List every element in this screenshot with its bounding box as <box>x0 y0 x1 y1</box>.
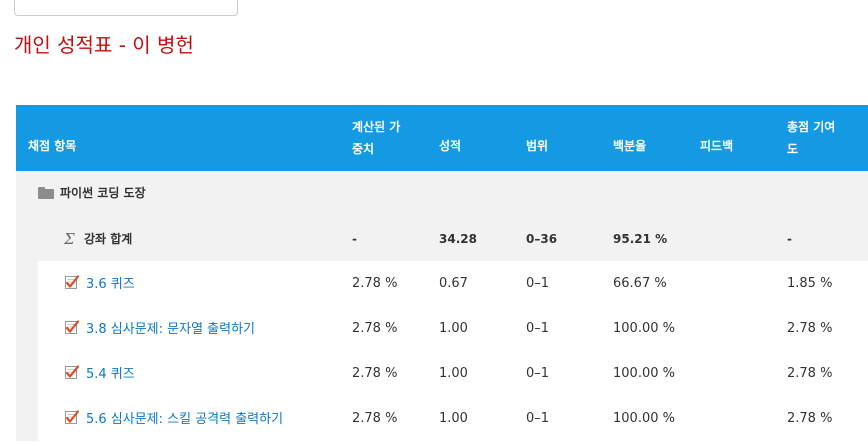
header-weight-line2: 중치 <box>352 142 375 156</box>
grade-item-link[interactable]: 5.6 심사문제: 스킬 공격력 출력하기 <box>86 411 284 427</box>
grade-item-contribution: 1.85 % <box>787 276 833 291</box>
grade-item-grade: 0.67 <box>439 276 468 291</box>
user-select-dropdown[interactable] <box>14 0 238 16</box>
quiz-icon <box>65 410 80 425</box>
grade-item-feedback <box>690 396 777 441</box>
course-total-name: 강좌 합계 <box>84 232 133 246</box>
course-total-feedback <box>690 216 777 261</box>
course-total-contribution: - <box>777 216 868 261</box>
grade-item-feedback <box>690 261 777 306</box>
grade-item-row: 3.6 퀴즈 2.78 % 0.67 0–1 66.67 % 1.85 % <box>16 261 868 306</box>
grade-item-percentage: 66.67 % <box>613 276 667 291</box>
quiz-icon <box>65 365 80 380</box>
grade-item-cell: 3.8 심사문제: 문자열 출력하기 <box>38 306 342 351</box>
quiz-icon <box>65 320 80 335</box>
category-name: 파이썬 코딩 도장 <box>60 186 146 201</box>
grade-item-row: 5.4 퀴즈 2.78 % 1.00 0–1 100.00 % 2.78 % <box>16 351 868 396</box>
course-total-percentage: 95.21 % <box>603 216 690 261</box>
category-cell: 파이썬 코딩 도장 <box>16 171 868 216</box>
grade-item-link[interactable]: 3.8 심사문제: 문자열 출력하기 <box>86 321 256 337</box>
header-contribution-line2: 도 <box>787 142 799 156</box>
course-total-row: Σ 강좌 합계 - 34.28 0–36 95.21 % - <box>16 216 868 261</box>
grade-item-weight: 2.78 % <box>352 411 398 426</box>
grade-item-grade: 1.00 <box>439 321 468 336</box>
grade-item-weight: 2.78 % <box>352 366 398 381</box>
indent-cell <box>16 306 38 351</box>
indent-cell <box>16 396 38 441</box>
grade-item-row: 5.6 심사문제: 스킬 공격력 출력하기 2.78 % 1.00 0–1 10… <box>16 396 868 441</box>
grade-item-range: 0–1 <box>526 366 550 381</box>
indent-cell <box>16 351 38 396</box>
category-row: 파이썬 코딩 도장 <box>16 171 868 216</box>
grade-item-feedback <box>690 306 777 351</box>
grade-item-grade: 1.00 <box>439 411 468 426</box>
header-item: 채점 항목 <box>28 139 77 153</box>
header-range: 범위 <box>526 139 549 153</box>
folder-icon <box>38 186 54 199</box>
grade-item-percentage: 100.00 % <box>613 366 675 381</box>
grade-item-cell: 3.6 퀴즈 <box>38 261 342 306</box>
header-grade: 성적 <box>439 139 462 153</box>
header-feedback: 피드백 <box>700 139 734 153</box>
header-contribution-line1: 총점 기여 <box>787 120 836 134</box>
quiz-icon <box>65 275 80 290</box>
grade-item-contribution: 2.78 % <box>787 321 833 336</box>
indent-cell <box>16 216 38 261</box>
header-percentage: 백분율 <box>613 139 647 153</box>
grade-item-range: 0–1 <box>526 411 550 426</box>
grade-item-link[interactable]: 5.4 퀴즈 <box>86 366 135 382</box>
course-total-grade: 34.28 <box>429 216 516 261</box>
page-title: 개인 성적표 - 이 병헌 <box>14 33 194 57</box>
indent-cell <box>16 261 38 306</box>
course-total-range: 0–36 <box>516 216 603 261</box>
header-contribution: 총점 기여 도 <box>777 105 868 171</box>
grade-item-link[interactable]: 3.6 퀴즈 <box>86 276 135 292</box>
grade-item-range: 0–1 <box>526 321 550 336</box>
grade-item-percentage: 100.00 % <box>613 321 675 336</box>
grade-item-weight: 2.78 % <box>352 276 398 291</box>
grade-item-grade: 1.00 <box>439 366 468 381</box>
header-weight-line1: 계산된 가 <box>352 120 401 134</box>
user-report-table: 채점 항목 계산된 가 중치 성적 범위 백분율 피드백 총점 기여 도 파이썬… <box>16 105 868 441</box>
grade-item-feedback <box>690 351 777 396</box>
course-total-weight: - <box>342 216 429 261</box>
grade-item-cell: 5.6 심사문제: 스킬 공격력 출력하기 <box>38 396 342 441</box>
grade-item-row: 3.8 심사문제: 문자열 출력하기 2.78 % 1.00 0–1 100.0… <box>16 306 868 351</box>
grade-item-cell: 5.4 퀴즈 <box>38 351 342 396</box>
grade-item-range: 0–1 <box>526 276 550 291</box>
table-header-row: 채점 항목 계산된 가 중치 성적 범위 백분율 피드백 총점 기여 도 <box>16 105 868 171</box>
sigma-icon: Σ <box>64 229 75 248</box>
course-total-item: Σ 강좌 합계 <box>38 216 342 261</box>
grade-item-percentage: 100.00 % <box>613 411 675 426</box>
grade-item-contribution: 2.78 % <box>787 411 833 426</box>
grade-item-contribution: 2.78 % <box>787 366 833 381</box>
header-weight: 계산된 가 중치 <box>342 105 429 171</box>
grade-item-weight: 2.78 % <box>352 321 398 336</box>
